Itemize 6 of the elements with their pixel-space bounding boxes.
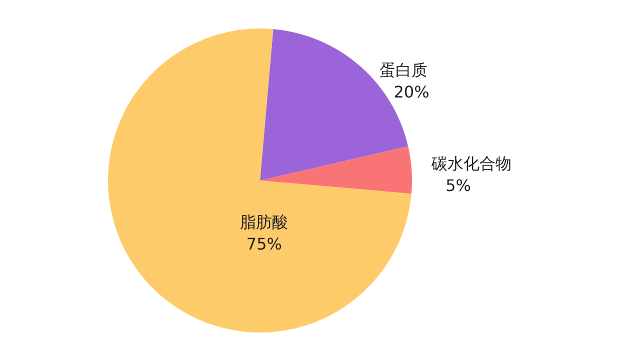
data-label: 20% — [394, 82, 430, 102]
slice-label: 脂肪酸 — [240, 212, 288, 232]
data-label: 5% — [446, 176, 472, 196]
data-label: 75% — [246, 234, 282, 254]
slice-label: 蛋白质 — [380, 60, 428, 80]
slice-label: 碳水化合物 — [430, 154, 512, 174]
